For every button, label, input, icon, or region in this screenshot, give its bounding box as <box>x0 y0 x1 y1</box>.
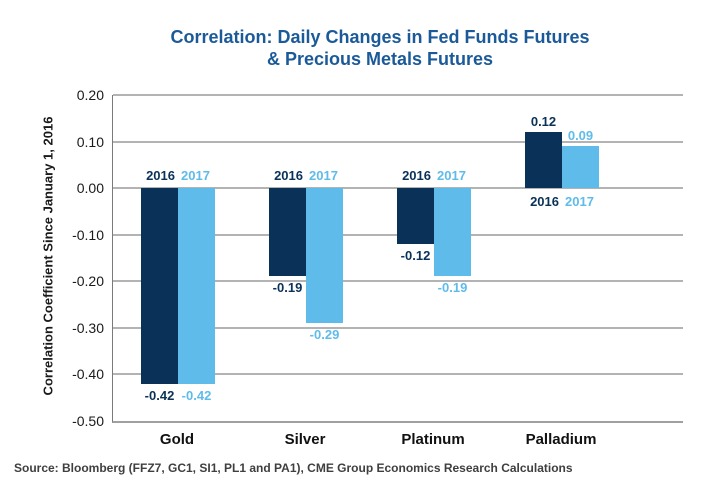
year-labels: 2016 2017 <box>530 194 594 209</box>
year-label-2016: 2016 <box>530 194 559 209</box>
plot-gridline <box>113 373 683 375</box>
year-label-2016: 2016 <box>402 168 431 183</box>
y-tick-label: 0.00 <box>76 180 104 196</box>
x-category-label: Palladium <box>525 431 597 448</box>
value-label-2017: -0.19 <box>437 280 468 295</box>
y-tick-label: -0.30 <box>72 320 104 336</box>
plot-gridline <box>113 94 683 96</box>
bar-2016 <box>397 188 434 244</box>
bar-2017 <box>306 188 343 323</box>
year-label-2016: 2016 <box>146 168 175 183</box>
plot-gridline <box>113 327 683 329</box>
plot-gridline <box>113 280 683 282</box>
y-tick-label: -0.20 <box>72 273 104 289</box>
plot-gridline <box>113 141 683 143</box>
y-tick-label: -0.50 <box>72 413 104 429</box>
y-tick-label: 0.10 <box>76 134 104 150</box>
bar-2016 <box>141 188 178 384</box>
chart-title-line1: Correlation: Daily Changes in Fed Funds … <box>170 27 590 47</box>
y-axis-title: Correlation Coefficient Since January 1,… <box>40 116 56 396</box>
x-category-label: Silver <box>284 431 326 448</box>
x-category-label: Gold <box>159 431 195 448</box>
bar-2017 <box>178 188 215 384</box>
year-label-2017: 2017 <box>181 168 210 183</box>
x-category-label: Platinum <box>401 431 465 448</box>
value-label-2016: -0.42 <box>144 388 175 403</box>
bar-2017 <box>562 146 599 188</box>
bar-2017 <box>434 188 471 276</box>
y-tick-label: -0.40 <box>72 366 104 382</box>
year-label-2016: 2016 <box>274 168 303 183</box>
value-label-2016: 0.12 <box>530 114 557 129</box>
y-tick-label: 0.20 <box>76 87 104 103</box>
value-label-2017: 0.09 <box>567 128 594 143</box>
y-tick-label: -0.10 <box>72 227 104 243</box>
chart-title-line2: & Precious Metals Futures <box>266 49 494 69</box>
bar-2016 <box>269 188 306 276</box>
chart-title: Correlation: Daily Changes in Fed Funds … <box>30 26 720 70</box>
year-label-2017: 2017 <box>437 168 466 183</box>
year-labels: 2016 2017 <box>402 168 466 183</box>
year-label-2017: 2017 <box>309 168 338 183</box>
source-note: Source: Bloomberg (FFZ7, GC1, SI1, PL1 a… <box>14 461 573 475</box>
value-label-2017: -0.29 <box>309 327 340 342</box>
plot-area: -0.42 -0.42 2016 2017 -0.19 -0.29 2016 2017 -0.1… <box>112 94 683 423</box>
year-label-2017: 2017 <box>565 194 594 209</box>
bar-2016 <box>525 132 562 188</box>
year-labels: 2016 2017 <box>274 168 338 183</box>
value-label-2016: -0.12 <box>400 248 431 263</box>
value-label-2017: -0.42 <box>181 388 212 403</box>
value-label-2016: -0.19 <box>272 280 303 295</box>
year-labels: 2016 2017 <box>146 168 210 183</box>
